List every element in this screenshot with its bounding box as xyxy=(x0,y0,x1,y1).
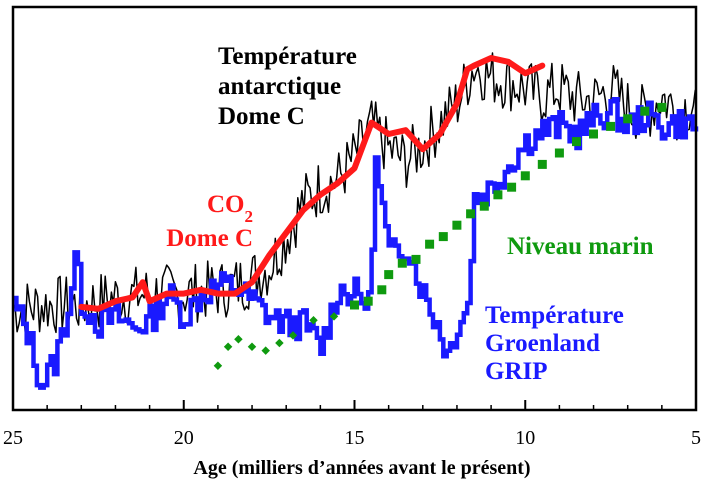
series-label-greenland: GRIP xyxy=(485,358,548,385)
series-co2-line xyxy=(78,55,546,312)
sealevel-point xyxy=(350,300,359,310)
sealevel-point xyxy=(213,361,223,371)
x-tick-label: 25 xyxy=(3,427,23,449)
sealevel-point xyxy=(493,190,503,200)
series-label-greenland: Groenland xyxy=(485,330,600,357)
sealevel-point xyxy=(520,171,530,181)
x-axis-label: Age (milliers d’années avant le présent) xyxy=(193,457,530,479)
sealevel-point xyxy=(261,346,270,355)
sealevel-point xyxy=(657,102,667,112)
sealevel-point xyxy=(384,270,394,280)
series-greenland-line xyxy=(13,96,699,390)
sealevel-point xyxy=(247,342,257,352)
series-label-co2: CO2 xyxy=(207,191,253,226)
sealevel-point xyxy=(234,334,243,344)
sealevel-point xyxy=(554,148,564,158)
sealevel-point xyxy=(397,258,407,268)
x-tick-label: 10 xyxy=(515,427,535,449)
sealevel-point xyxy=(479,201,489,211)
sealevel-point xyxy=(507,182,517,192)
sealevel-point xyxy=(466,209,476,219)
series-label-antarctic: Dome C xyxy=(218,103,305,130)
series-label-sealevel: Niveau marin xyxy=(507,233,654,260)
sealevel-point xyxy=(640,106,650,116)
sealevel-point xyxy=(572,137,581,147)
sealevel-point xyxy=(223,342,233,352)
sealevel-point xyxy=(589,129,598,139)
series-sealevel-markers xyxy=(213,102,667,371)
sealevel-point xyxy=(288,331,298,340)
sealevel-point xyxy=(329,312,339,321)
series-label-greenland: Température xyxy=(485,302,624,329)
sealevel-point xyxy=(438,232,448,242)
sealevel-point xyxy=(606,121,616,131)
tick-layer: 25 20 15 10 5 xyxy=(3,400,701,449)
sealevel-point xyxy=(411,254,421,264)
x-tick-label: 20 xyxy=(174,427,194,449)
sealevel-point xyxy=(377,285,387,295)
series-label-antarctic: antarctique xyxy=(218,73,341,100)
series-layer xyxy=(12,52,699,390)
sealevel-point xyxy=(452,220,462,230)
x-tick-label: 5 xyxy=(691,427,701,449)
sealevel-point xyxy=(425,239,435,249)
sealevel-point xyxy=(363,296,373,306)
sealevel-point xyxy=(623,114,633,124)
series-label-co2: Dome C xyxy=(166,225,253,252)
series-label-antarctic: Température xyxy=(218,43,357,70)
sealevel-point xyxy=(309,315,318,325)
x-tick-label: 15 xyxy=(345,427,365,449)
sealevel-point xyxy=(275,338,284,348)
sealevel-point xyxy=(537,159,547,169)
